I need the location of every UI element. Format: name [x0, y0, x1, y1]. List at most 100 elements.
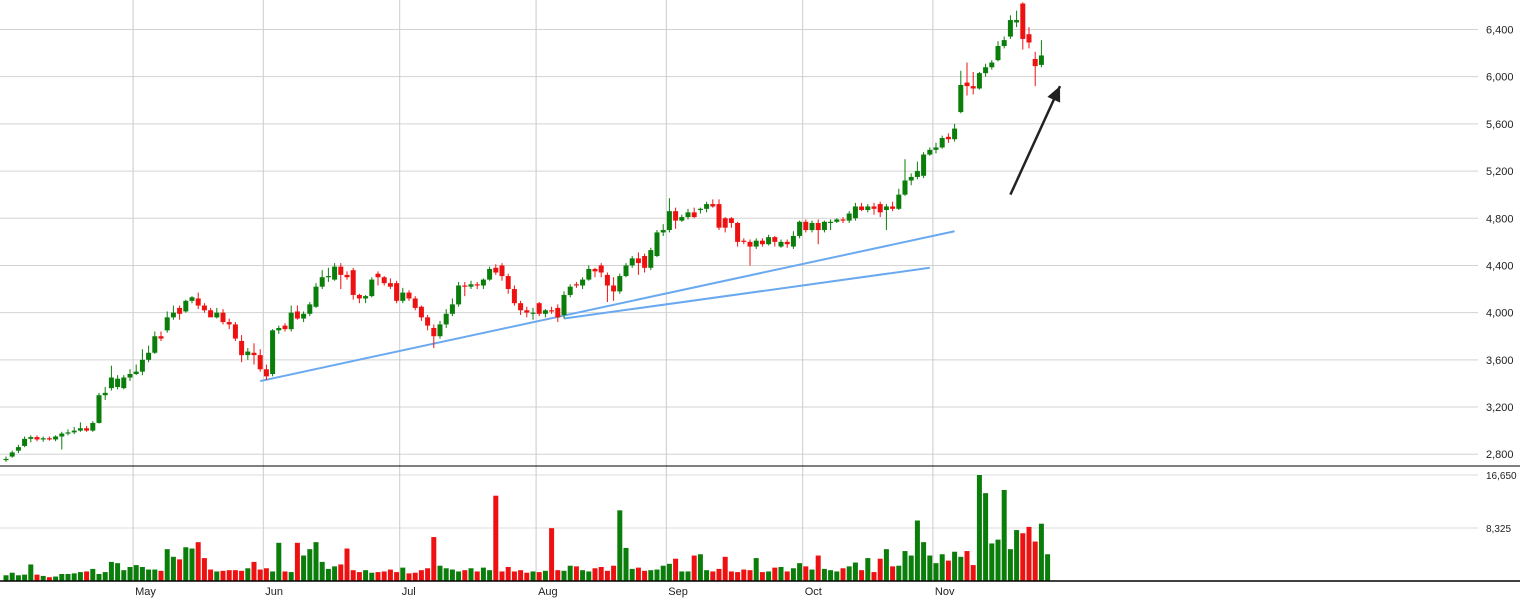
price-tick-label: 4,400: [1486, 260, 1514, 272]
volume-bar: [214, 571, 220, 581]
candle-body: [1020, 3, 1026, 39]
candle-body: [301, 313, 307, 319]
candle-body: [313, 286, 319, 307]
volume-bar: [462, 570, 468, 581]
candle-body: [1007, 20, 1013, 37]
candle-body: [828, 221, 834, 223]
candle-body: [332, 266, 338, 280]
volume-bar: [437, 565, 443, 581]
candle-body: [474, 284, 480, 286]
candle-body: [1014, 20, 1020, 23]
volume-bar: [635, 567, 641, 581]
volume-bar: [121, 570, 127, 581]
candle-body: [995, 46, 1001, 61]
candle-body: [989, 62, 995, 68]
candle-body: [294, 311, 300, 319]
volume-bar: [46, 577, 52, 581]
volume-bar: [778, 566, 784, 581]
volume-bar: [890, 566, 896, 581]
candle-body: [363, 296, 369, 299]
volume-bar: [865, 558, 871, 581]
volume-bar: [710, 571, 716, 581]
candle-body: [115, 378, 121, 387]
candle-body: [945, 136, 951, 140]
volume-bar: [815, 555, 821, 581]
price-tick-label: 2,800: [1486, 449, 1514, 461]
volume-bar: [301, 555, 307, 581]
arrow-head: [1047, 86, 1061, 103]
candle-body: [214, 312, 220, 318]
volume-bar: [1020, 533, 1026, 581]
volume-bar: [821, 568, 827, 581]
volume-bar: [387, 569, 393, 581]
volume-bar: [177, 559, 183, 581]
volume-bar: [666, 563, 672, 581]
candle-body: [536, 303, 542, 314]
volume-bar: [896, 565, 902, 581]
candle-body: [505, 276, 511, 290]
volume-bar: [1014, 530, 1020, 581]
volume-bar: [443, 568, 449, 581]
volume-bar: [654, 569, 660, 581]
candle-body: [964, 82, 970, 87]
volume-bar: [84, 571, 90, 581]
candle-body: [480, 279, 486, 286]
volume-bar: [952, 551, 958, 581]
candle-body: [127, 373, 133, 378]
candle-body: [567, 286, 573, 295]
volume-bar: [629, 568, 635, 581]
volume-bar: [604, 570, 610, 581]
volume-bar: [592, 568, 598, 581]
candle-body: [375, 273, 381, 278]
volume-bar: [133, 565, 139, 581]
volume-bar: [766, 571, 772, 581]
volume-bar: [257, 569, 263, 581]
candle-body: [511, 289, 517, 304]
candle-body: [251, 352, 257, 356]
volume-bar: [232, 570, 238, 581]
volume-bar: [468, 568, 474, 581]
candle-body: [790, 235, 796, 247]
volume-bar: [456, 571, 462, 581]
volume-bar: [325, 568, 331, 581]
candle-body: [338, 266, 344, 275]
volume-bar: [945, 560, 951, 581]
arrow-shaft: [1009, 85, 1062, 196]
candle-body: [741, 240, 747, 242]
volume-bar: [933, 563, 939, 581]
candle-body: [1038, 55, 1044, 65]
volume-bar: [332, 566, 338, 581]
trendlines: [259, 230, 955, 383]
volume-bars: [3, 475, 1051, 581]
candle-body: [288, 312, 294, 330]
candle-body: [815, 222, 821, 231]
volume-bar: [902, 551, 908, 581]
candle-body: [108, 377, 114, 389]
candle-body: [84, 428, 90, 431]
volume-bar: [964, 551, 970, 581]
candle-body: [561, 294, 567, 315]
candle-body: [759, 240, 765, 245]
volume-bar: [983, 493, 989, 581]
volume-tick-label: 16,650: [1486, 471, 1517, 482]
candle-body: [257, 355, 263, 370]
candle-body: [387, 283, 393, 287]
candle-body: [617, 276, 623, 292]
candle-body: [896, 194, 902, 209]
candle-body: [722, 218, 728, 228]
candle-body: [356, 294, 362, 299]
candle-body: [728, 218, 734, 223]
volume-bar: [908, 555, 914, 581]
candle-body: [691, 212, 697, 218]
volume-bar: [759, 572, 765, 581]
volume-bar: [282, 571, 288, 581]
candle-body: [871, 206, 877, 209]
annotations: [1009, 85, 1062, 196]
volume-bar: [611, 565, 617, 581]
candle-body: [121, 377, 127, 389]
volume-bar: [115, 563, 121, 581]
volume-bar: [239, 570, 245, 581]
volume-bar: [722, 556, 728, 581]
volume-bar: [542, 570, 548, 581]
volume-bar: [53, 576, 59, 581]
